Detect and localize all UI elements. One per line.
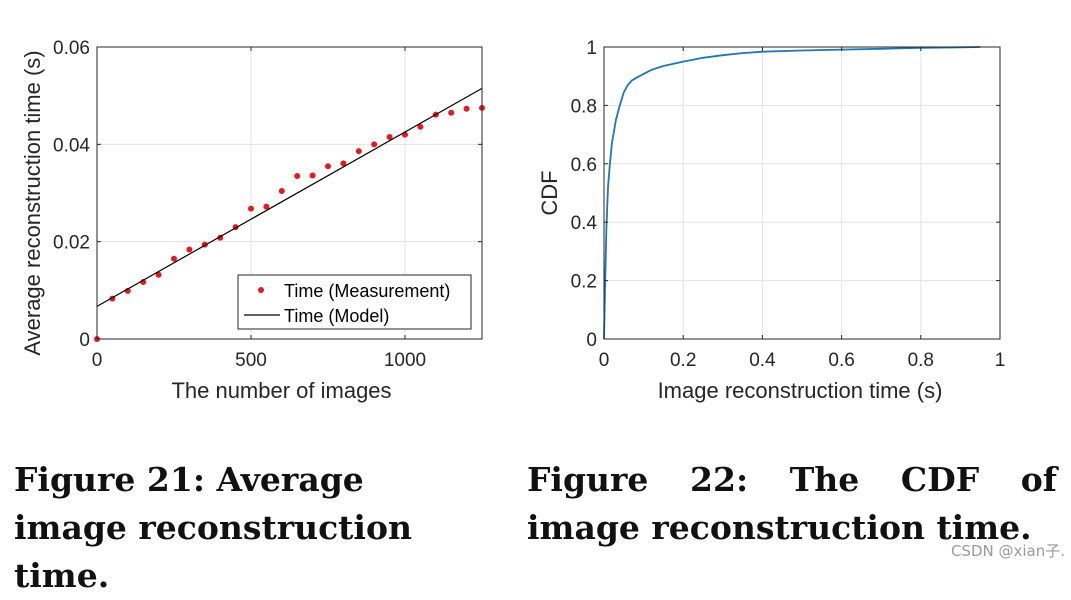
chart1-point-14 bbox=[309, 172, 316, 179]
chart2-xtick-label-4: 0.8 bbox=[908, 350, 934, 371]
chart1-xtick-label-2: 1000 bbox=[384, 350, 426, 371]
chart1-point-15 bbox=[325, 163, 331, 170]
legend-marker-measurement bbox=[258, 287, 264, 293]
watermark: CSDN @xian子. bbox=[950, 542, 1065, 560]
chart2-x-axis-label: Image reconstruction time (s) bbox=[658, 378, 943, 403]
legend-label-measurement: Time (Measurement) bbox=[284, 281, 450, 301]
chart1-point-12 bbox=[278, 188, 285, 195]
chart1-point-5 bbox=[171, 255, 177, 262]
chart1-point-17 bbox=[355, 148, 362, 155]
figure-canvas: 0 500 1000 0 0.02 0.04 0.06 The number of image… bbox=[20, 38, 1006, 403]
chart1-point-19 bbox=[386, 134, 393, 141]
chart1-point-10 bbox=[248, 205, 254, 212]
chart1-ytick-label-3: 0.06 bbox=[53, 38, 90, 59]
chart1-y-axis-label: Average reconstruction time (s) bbox=[20, 50, 45, 355]
chart2-ytick-label-4: 0.8 bbox=[571, 96, 597, 117]
chart1-point-6 bbox=[186, 246, 193, 253]
chart1-point-16 bbox=[340, 160, 347, 167]
chart1-axes-box bbox=[96, 46, 483, 340]
chart1-xtick-label-0: 0 bbox=[92, 350, 103, 371]
chart1-point-13 bbox=[294, 172, 301, 179]
figure-22-caption: Figure 22: The CDF of image reconstructi… bbox=[527, 460, 1057, 547]
chart2-xtick-label-3: 0.6 bbox=[828, 350, 854, 371]
chart1-series-line-1 bbox=[96, 87, 483, 307]
chart1-point-18 bbox=[371, 141, 378, 148]
legend-box bbox=[237, 274, 472, 330]
chart1-point-4 bbox=[155, 271, 162, 278]
chart1-x-axis-label: The number of images bbox=[171, 378, 391, 403]
chart2-ytick-label-5: 1 bbox=[586, 38, 597, 59]
chart2-axes-box bbox=[603, 46, 1001, 340]
chart1-point-23 bbox=[448, 109, 455, 116]
chart2-y-axis-label: CDF bbox=[537, 170, 562, 215]
chart1-point-24 bbox=[463, 105, 470, 112]
chart2-ytick-label-1: 0.2 bbox=[571, 272, 597, 293]
legend-label-model: Time (Model) bbox=[284, 306, 389, 326]
chart2-ytick-label-0: 0 bbox=[586, 330, 597, 351]
chart1-ytick-label-2: 0.04 bbox=[53, 135, 90, 156]
chart1-point-11 bbox=[263, 203, 270, 210]
chart2-xtick-label-0: 0 bbox=[599, 350, 610, 371]
chart1-point-21 bbox=[417, 123, 424, 130]
chart1-ytick-label-0: 0 bbox=[79, 330, 90, 351]
chart2-xtick-label-1: 0.2 bbox=[670, 350, 696, 371]
chart2-xtick-label-2: 0.4 bbox=[749, 350, 776, 371]
chart2-ytick-label-3: 0.6 bbox=[571, 155, 597, 176]
chart2-series-line-0 bbox=[603, 46, 981, 340]
chart1-ytick-label-1: 0.02 bbox=[53, 233, 90, 254]
chart2-xtick-label-5: 1 bbox=[995, 350, 1006, 371]
chart2-ytick-label-2: 0.4 bbox=[571, 213, 598, 234]
chart1-xtick-label-1: 500 bbox=[235, 350, 267, 371]
figure-21-caption: Figure 21: Average image reconstruction … bbox=[14, 460, 412, 595]
